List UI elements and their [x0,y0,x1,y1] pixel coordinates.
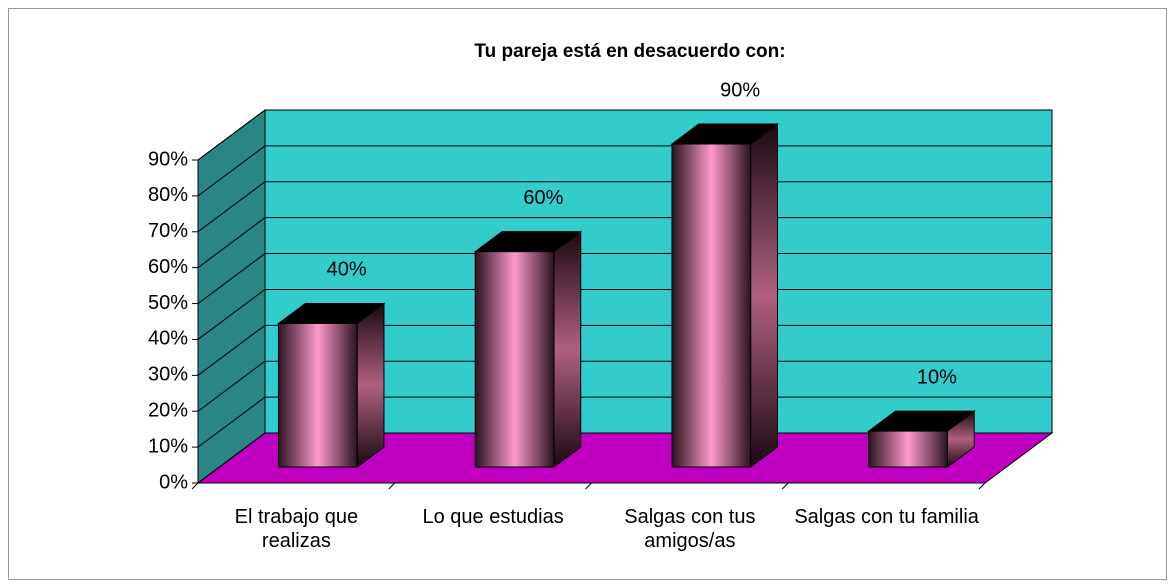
grid-line [197,288,1052,340]
value-label: 60% [523,187,563,209]
y-tick-label: 0% [159,471,188,493]
x-tick-label: El trabajo que realizas [234,506,359,552]
x-tick-label: Salgas con tu familia [794,506,979,528]
bar [671,143,752,468]
x-tick [781,482,789,490]
grid-line [197,396,1052,448]
value-label: 40% [327,259,367,281]
grid-line [197,324,1052,376]
x-tick [978,482,986,490]
bar [474,251,555,468]
x-tick [191,482,199,490]
value-label: 90% [720,79,760,101]
y-tick-label: 70% [148,220,188,242]
chart-title: Tu pareja está en desacuerdo con: [474,41,785,62]
grid-line [197,181,1052,233]
y-tick-label: 30% [148,364,188,386]
grid-line [197,145,1052,197]
grid-line [197,432,1052,484]
y-tick-label: 80% [148,184,188,206]
x-tick-label: Lo que estudias [422,506,564,528]
bar [868,430,948,468]
y-tick-label: 60% [148,256,188,278]
x-tick [388,482,396,490]
y-tick-label: 50% [148,292,188,314]
y-tick-label: 20% [148,400,188,422]
grid-line [197,217,1052,269]
value-label: 10% [917,366,957,388]
grid-line [197,360,1052,412]
x-tick [585,482,592,490]
bar-side [553,230,582,468]
grid-line [197,109,1052,161]
y-tick-label: 10% [148,435,188,457]
bar-side [750,123,778,468]
grid-line [197,253,1052,304]
bar-side [356,302,385,468]
bar [277,322,358,468]
y-tick-label: 40% [148,328,188,350]
x-tick-label: Salgas con tus amigos/as [624,506,756,552]
y-tick-label: 90% [148,148,188,170]
